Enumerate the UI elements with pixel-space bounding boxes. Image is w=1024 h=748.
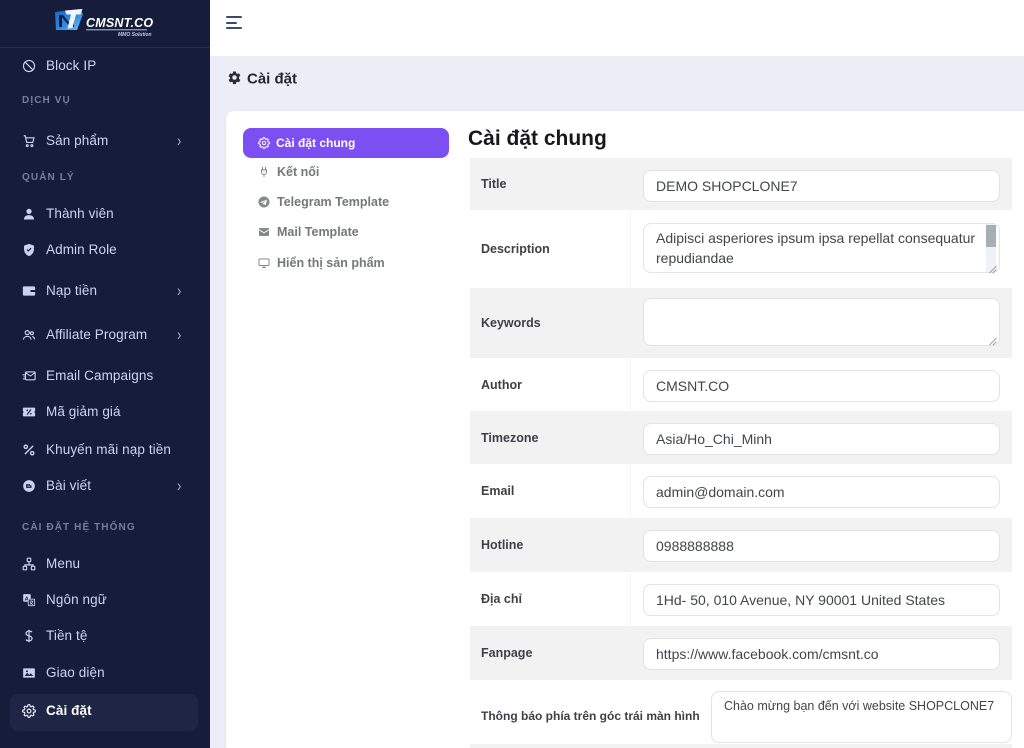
svg-text:CMSNT.CO: CMSNT.CO xyxy=(86,16,153,30)
svg-text:A: A xyxy=(25,596,30,602)
svg-text:MMO Solution: MMO Solution xyxy=(118,32,152,38)
